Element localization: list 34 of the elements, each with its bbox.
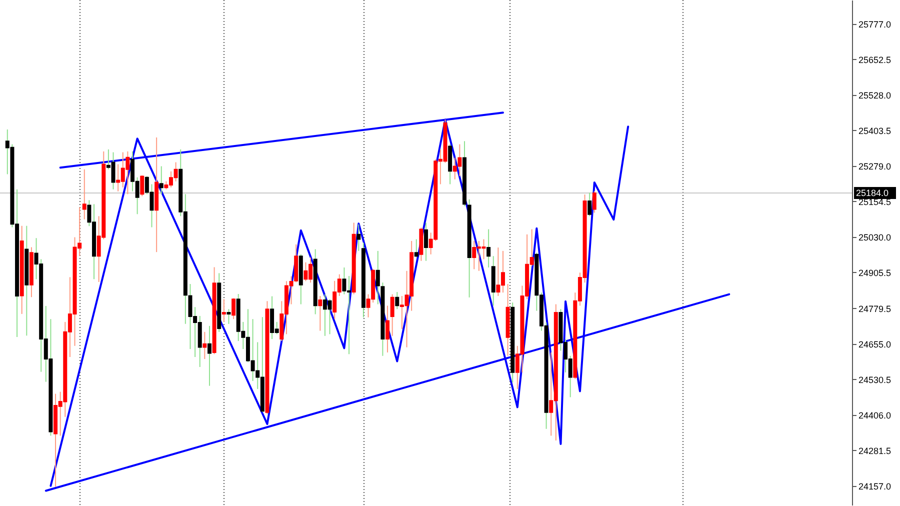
y-tick-label: 24779.5: [858, 304, 892, 314]
candlestick: [318, 295, 322, 332]
y-tick-label: 25030.0: [858, 232, 892, 242]
candlestick: [592, 190, 596, 214]
candlestick: [376, 250, 380, 305]
y-tick-label: 24905.5: [858, 268, 892, 278]
candlestick: [159, 166, 164, 195]
candlestick: [222, 298, 226, 322]
y-tick-label: 24406.0: [858, 410, 892, 420]
candlestick: [390, 294, 394, 336]
candlestick: [232, 298, 236, 320]
candlestick: [395, 291, 400, 310]
y-tick-label: 25652.5: [858, 54, 892, 65]
candlestick: [82, 168, 86, 220]
candlestick: [386, 305, 390, 353]
candlestick: [207, 325, 212, 386]
y-tick-label: 25528.0: [858, 90, 892, 100]
candlestick: [414, 238, 418, 258]
candlestick: [226, 308, 231, 324]
y-tick-label: 25403.5: [858, 126, 892, 136]
y-tick-label: 24530.5: [858, 374, 892, 385]
y-tick-label: 24281.5: [858, 446, 892, 456]
candlestick: [140, 174, 144, 197]
y-tick-label: 25279.0: [858, 161, 892, 172]
candlestick: [424, 222, 428, 262]
candlestick: [356, 224, 361, 252]
y-tick-label: 25154.5: [858, 196, 892, 207]
y-tick-label: 24655.0: [858, 339, 892, 350]
candlestick: [486, 228, 491, 268]
candlestick: [588, 192, 592, 217]
y-tick-label: 24157.0: [858, 481, 892, 492]
candlestick: [202, 331, 207, 360]
ref-line-label: 25184.0: [856, 188, 889, 198]
y-tick-label: 25777.0: [858, 19, 892, 30]
